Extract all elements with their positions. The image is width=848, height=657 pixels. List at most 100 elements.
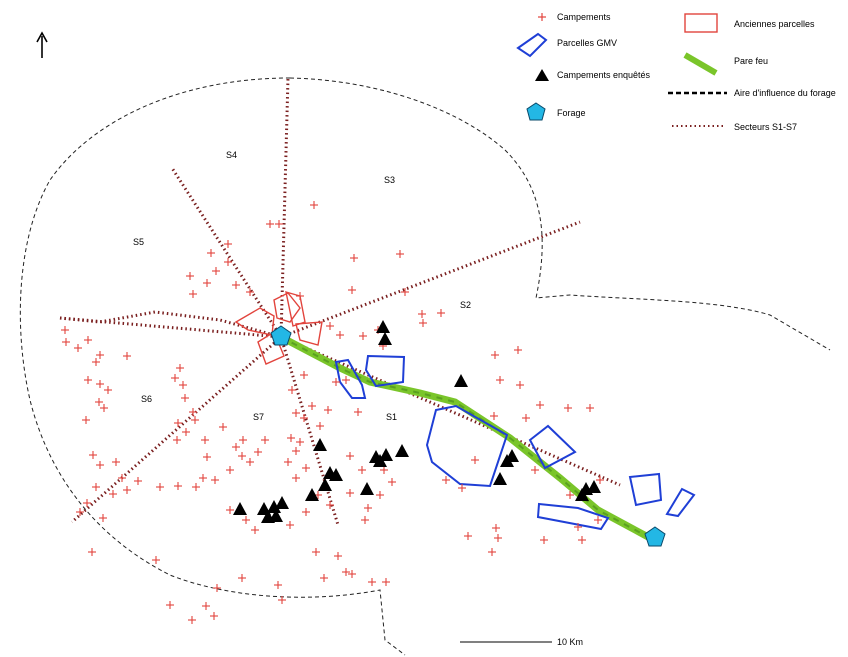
encampment-marker <box>188 616 196 624</box>
sector-label-s1: S1 <box>386 412 397 422</box>
encampment-marker <box>566 491 574 499</box>
encampment-marker <box>326 322 334 330</box>
encampment-marker <box>342 376 350 384</box>
svg-text:Campements enquêtés: Campements enquêtés <box>557 70 651 80</box>
encampment-marker <box>586 404 594 412</box>
borehole-marker <box>644 526 666 547</box>
encampment-marker <box>84 336 92 344</box>
encampment-marker <box>288 386 296 394</box>
encampment-marker <box>346 452 354 460</box>
surveyed-encampment-marker <box>267 500 281 513</box>
surveyed-encampment-marker <box>376 320 390 333</box>
encampment-marker <box>74 344 82 352</box>
pentagon-icon <box>526 102 546 121</box>
surveyed-encampment-marker <box>329 468 343 481</box>
encampment-marker <box>300 371 308 379</box>
encampment-marker <box>490 412 498 420</box>
encampment-marker <box>292 447 300 455</box>
surveyed-encampment-marker <box>493 472 507 485</box>
encampment-marker <box>238 452 246 460</box>
encampment-marker <box>296 438 304 446</box>
legend-item-campements: Campements <box>538 12 611 22</box>
encampment-marker <box>574 523 582 531</box>
encampment-marker <box>96 351 104 359</box>
encampment-marker <box>95 398 103 406</box>
svg-text:Forage: Forage <box>557 108 586 118</box>
encampment-markers <box>61 201 604 624</box>
encampment-marker <box>156 483 164 491</box>
encampment-marker <box>171 374 179 382</box>
sector-label-s7: S7 <box>253 412 264 422</box>
svg-text:Aire d'influence du forage: Aire d'influence du forage <box>734 88 836 98</box>
encampment-marker <box>210 612 218 620</box>
encampment-marker <box>348 286 356 294</box>
legend-item-campements-enquetes: Campements enquêtés <box>535 69 651 81</box>
encampment-marker <box>310 201 318 209</box>
encampment-marker <box>189 290 197 298</box>
legend-item-secteurs: Secteurs S1-S7 <box>672 122 797 132</box>
encampment-marker <box>302 508 310 516</box>
encampment-marker <box>88 548 96 556</box>
encampment-marker <box>491 351 499 359</box>
sector-labels: S1 S2 S3 S4 S5 S6 S7 <box>133 150 471 422</box>
encampment-marker <box>99 514 107 522</box>
encampment-marker <box>232 443 240 451</box>
encampment-marker <box>226 466 234 474</box>
encampment-marker <box>522 414 530 422</box>
encampment-marker <box>492 524 500 532</box>
encampment-marker <box>207 249 215 257</box>
encampment-marker <box>302 464 310 472</box>
encampment-marker <box>364 504 372 512</box>
encampment-marker <box>458 484 466 492</box>
encampment-marker <box>202 602 210 610</box>
encampment-marker <box>104 386 112 394</box>
encampment-marker <box>564 404 572 412</box>
encampment-marker <box>199 474 207 482</box>
encampment-marker <box>496 376 504 384</box>
encampment-marker <box>201 436 209 444</box>
surveyed-encampment-marker <box>313 438 327 451</box>
encampment-marker <box>316 422 324 430</box>
svg-text:Anciennes parcelles: Anciennes parcelles <box>734 19 815 29</box>
legend: Campements Parcelles GMV Campements enqu… <box>516 12 836 132</box>
legend-item-forage: Forage <box>526 102 586 121</box>
encampment-marker <box>224 258 232 266</box>
encampment-marker <box>284 458 292 466</box>
encampment-marker <box>238 574 246 582</box>
encampment-marker <box>296 292 304 300</box>
surveyed-encampment-marker <box>378 332 392 345</box>
sector-label-s6: S6 <box>141 394 152 404</box>
encampment-marker <box>342 568 350 576</box>
encampment-marker <box>348 570 356 578</box>
surveyed-encampment-marker <box>373 454 387 467</box>
encampment-marker <box>239 436 247 444</box>
encampment-marker <box>437 309 445 317</box>
encampment-marker <box>419 319 427 327</box>
encampment-marker <box>226 506 234 514</box>
encampment-marker <box>514 346 522 354</box>
encampment-marker <box>213 584 221 592</box>
encampment-marker <box>134 477 142 485</box>
surveyed-encampment-marker <box>395 444 409 457</box>
encampment-marker <box>359 332 367 340</box>
surveyed-encampment-marker <box>587 480 601 493</box>
encampment-marker <box>516 381 524 389</box>
encampment-marker <box>380 466 388 474</box>
encampment-marker <box>174 482 182 490</box>
encampment-marker <box>84 376 92 384</box>
borehole-marker <box>270 325 292 346</box>
svg-text:Secteurs S1-S7: Secteurs S1-S7 <box>734 122 797 132</box>
surveyed-encampment-marker <box>575 488 589 501</box>
surveyed-encampment-marker <box>233 502 247 515</box>
former-parcels <box>234 291 323 365</box>
sector-label-s3: S3 <box>384 175 395 185</box>
legend-item-pare-feu: Pare feu <box>683 52 768 76</box>
encampment-marker <box>494 534 502 542</box>
legend-item-anciennes-parcelles: Anciennes parcelles <box>684 13 815 33</box>
encampment-marker <box>62 338 70 346</box>
encampment-marker <box>324 406 332 414</box>
encampment-marker <box>219 423 227 431</box>
encampment-marker <box>224 240 232 248</box>
surveyed-encampment-marker <box>275 496 289 509</box>
encampment-marker <box>336 331 344 339</box>
